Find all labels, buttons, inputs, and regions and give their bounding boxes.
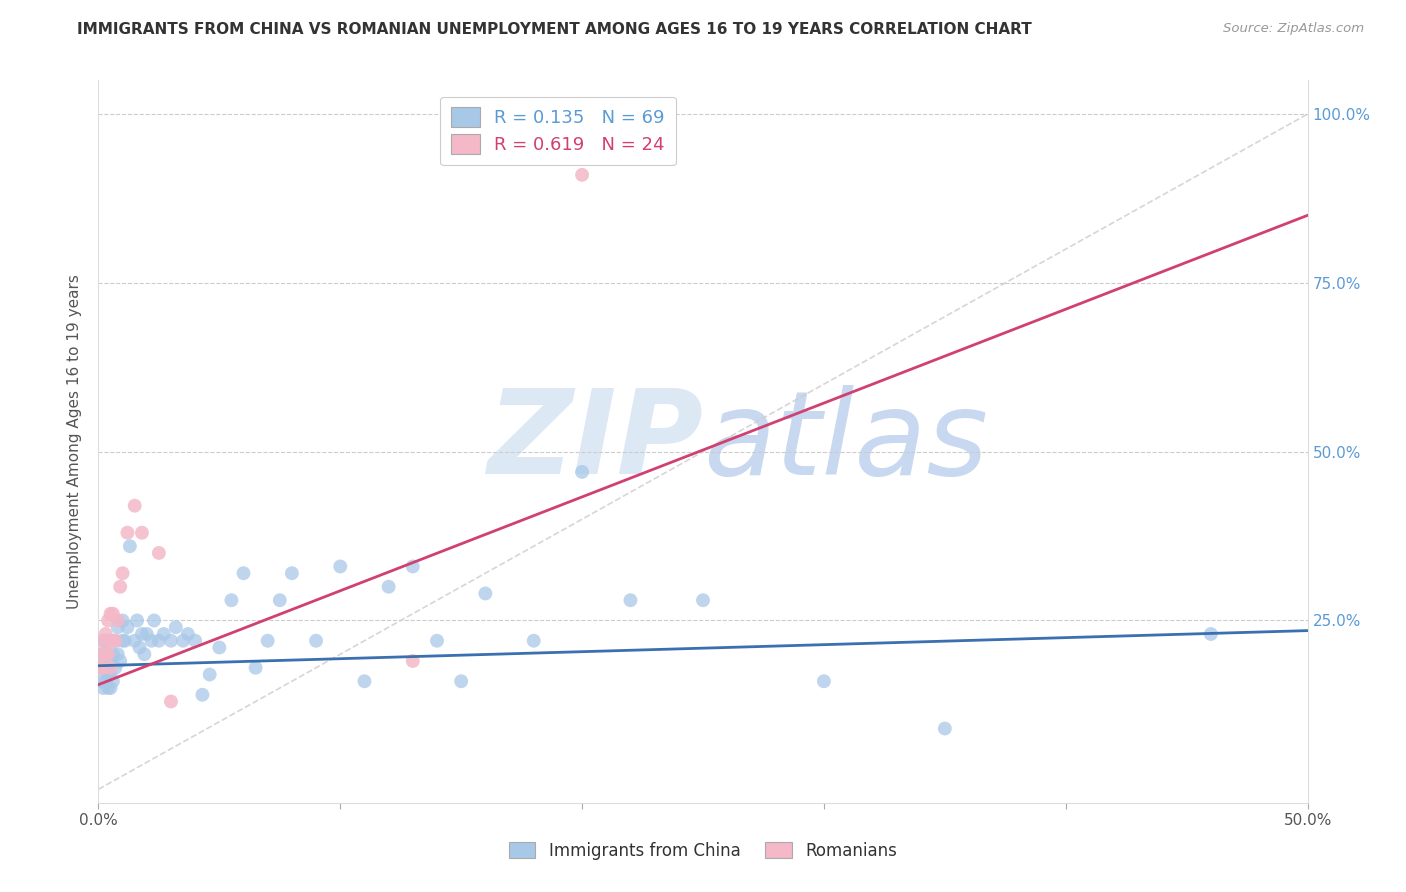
- Point: [94, 661, 117, 675]
- Point: [134, 647, 156, 661]
- Point: [94, 674, 117, 689]
- Point: [353, 674, 375, 689]
- Point: [160, 633, 183, 648]
- Point: [104, 633, 127, 648]
- Point: [148, 633, 170, 648]
- Point: [256, 633, 278, 648]
- Point: [91, 681, 114, 695]
- Point: [402, 654, 425, 668]
- Point: [127, 614, 149, 628]
- Point: [100, 633, 122, 648]
- Point: [208, 640, 231, 655]
- Point: [148, 546, 170, 560]
- Point: [329, 559, 352, 574]
- Text: atlas: atlas: [703, 384, 988, 499]
- Point: [269, 593, 291, 607]
- Point: [100, 654, 122, 668]
- Point: [91, 647, 114, 661]
- Point: [131, 525, 153, 540]
- Point: [124, 633, 146, 648]
- Point: [107, 620, 129, 634]
- Point: [135, 627, 157, 641]
- Point: [100, 667, 122, 681]
- Point: [101, 674, 124, 689]
- Point: [474, 586, 496, 600]
- Point: [172, 633, 194, 648]
- Text: IMMIGRANTS FROM CHINA VS ROMANIAN UNEMPLOYMENT AMONG AGES 16 TO 19 YEARS CORRELA: IMMIGRANTS FROM CHINA VS ROMANIAN UNEMPL…: [77, 22, 1032, 37]
- Point: [114, 633, 136, 648]
- Point: [107, 614, 129, 628]
- Point: [184, 633, 207, 648]
- Point: [100, 607, 122, 621]
- Point: [118, 539, 141, 553]
- Point: [117, 525, 139, 540]
- Point: [101, 647, 124, 661]
- Point: [97, 614, 120, 628]
- Point: [94, 633, 117, 648]
- Point: [104, 633, 127, 648]
- Point: [94, 647, 117, 661]
- Point: [97, 647, 120, 661]
- Point: [813, 674, 835, 689]
- Point: [402, 559, 425, 574]
- Point: [619, 593, 641, 607]
- Point: [131, 627, 153, 641]
- Point: [177, 627, 200, 641]
- Point: [117, 620, 139, 634]
- Point: [221, 593, 243, 607]
- Point: [100, 633, 122, 648]
- Legend: Immigrants from China, Romanians: Immigrants from China, Romanians: [502, 836, 904, 867]
- Point: [523, 633, 546, 648]
- Point: [305, 633, 328, 648]
- Point: [90, 661, 112, 675]
- Point: [160, 694, 183, 708]
- Point: [90, 647, 112, 661]
- Point: [128, 640, 150, 655]
- Point: [97, 647, 120, 661]
- Point: [91, 661, 114, 675]
- Text: Source: ZipAtlas.com: Source: ZipAtlas.com: [1223, 22, 1364, 36]
- Point: [450, 674, 472, 689]
- Point: [165, 620, 187, 634]
- Point: [90, 661, 112, 675]
- Point: [94, 627, 117, 641]
- Point: [934, 722, 956, 736]
- Y-axis label: Unemployment Among Ages 16 to 19 years: Unemployment Among Ages 16 to 19 years: [67, 274, 83, 609]
- Point: [571, 168, 593, 182]
- Point: [97, 667, 120, 681]
- Point: [571, 465, 593, 479]
- Point: [111, 633, 134, 648]
- Point: [281, 566, 304, 581]
- Point: [141, 633, 163, 648]
- Point: [94, 647, 117, 661]
- Point: [111, 614, 134, 628]
- Point: [377, 580, 399, 594]
- Point: [91, 633, 114, 648]
- Point: [90, 674, 112, 689]
- Point: [101, 633, 124, 648]
- Point: [100, 681, 122, 695]
- Point: [107, 647, 129, 661]
- Point: [91, 633, 114, 648]
- Point: [232, 566, 254, 581]
- Point: [91, 661, 114, 675]
- Point: [108, 580, 131, 594]
- Point: [191, 688, 214, 702]
- Point: [124, 499, 146, 513]
- Text: ZIP: ZIP: [486, 384, 703, 499]
- Point: [108, 654, 131, 668]
- Point: [104, 661, 127, 675]
- Point: [198, 667, 221, 681]
- Point: [152, 627, 174, 641]
- Point: [97, 681, 120, 695]
- Point: [111, 566, 134, 581]
- Point: [90, 647, 112, 661]
- Point: [143, 614, 166, 628]
- Point: [101, 607, 124, 621]
- Point: [692, 593, 714, 607]
- Point: [100, 661, 122, 675]
- Point: [1199, 627, 1222, 641]
- Point: [426, 633, 449, 648]
- Point: [245, 661, 267, 675]
